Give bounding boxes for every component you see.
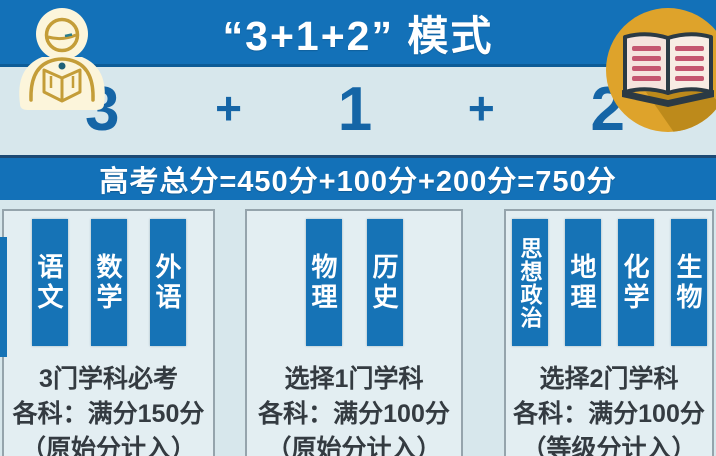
column-description: 选择2门学科 各科：满分100分 （等级分计入） [506,362,712,456]
subject-label: 外语 [152,252,182,313]
subject-bar-biology: 生物 [670,219,707,346]
subject-bar-foreign-language: 外语 [149,219,186,346]
formula-row: 3 + 1 + 2 [85,67,625,153]
description-line: 选择1门学科 [284,365,424,393]
total-score-banner: 高考总分=450分+100分+200分=750分 [0,155,716,200]
subject-label: 语文 [34,252,64,313]
subject-label: 化学 [620,252,650,313]
subject-label: 生物 [673,252,703,313]
subject-label: 历史 [369,252,399,313]
description-line: （等级分计入） [521,435,697,456]
cropped-subject-bar-fragment [0,237,7,357]
subject-bar-physics: 物理 [305,219,342,346]
formula-digit-1: 1 [337,75,373,144]
subject-label: 物理 [308,252,338,313]
subject-bar-chemistry: 化学 [617,219,654,346]
subject-bar-geography: 地理 [564,219,601,346]
description-line: 选择2门学科 [539,365,679,393]
open-book-icon [602,4,716,136]
description-line: 各科：满分100分 [513,400,705,428]
description-line: 各科：满分150分 [12,400,205,428]
header-band: “3+1+2” 模式 [0,0,716,67]
total-score-text: 高考总分=450分+100分+200分=750分 [99,166,617,198]
plus-icon: + [467,82,495,134]
student-reading-graphic [19,8,105,110]
subject-bars: 语文 数学 外语 [4,219,213,346]
description-line: 3门学科必考 [39,365,178,393]
subject-bars: 思想政治 地理 化学 生物 [506,219,712,346]
subject-bar-chinese: 语文 [31,219,68,346]
subject-bars: 物理 历史 [247,219,461,346]
description-line: （原始分计入） [266,435,442,456]
column-choose-one: 物理 历史 选择1门学科 各科：满分100分 （原始分计入） [245,209,463,456]
subject-label: 数学 [93,252,123,313]
page-title: “3+1+2” 模式 [222,13,494,59]
subject-label: 地理 [567,252,597,313]
subject-bar-math: 数学 [90,219,127,346]
column-description: 选择1门学科 各科：满分100分 （原始分计入） [247,362,461,456]
description-line: （原始分计入） [20,435,196,456]
student-reading-icon [12,6,112,110]
column-mandatory-subjects: 语文 数学 外语 3门学科必考 各科：满分150分 （原始分计入） [2,209,215,456]
open-book-graphic [606,8,716,132]
plus-icon: + [215,82,243,134]
subject-bar-history: 历史 [366,219,403,346]
column-description: 3门学科必考 各科：满分150分 （原始分计入） [4,362,213,456]
description-line: 各科：满分100分 [258,400,450,428]
column-choose-two: 思想政治 地理 化学 生物 选择2门学科 各科：满分100分 （等级分计入） [504,209,714,456]
subject-label: 思想政治 [517,236,543,329]
subject-bar-politics: 思想政治 [511,219,548,346]
